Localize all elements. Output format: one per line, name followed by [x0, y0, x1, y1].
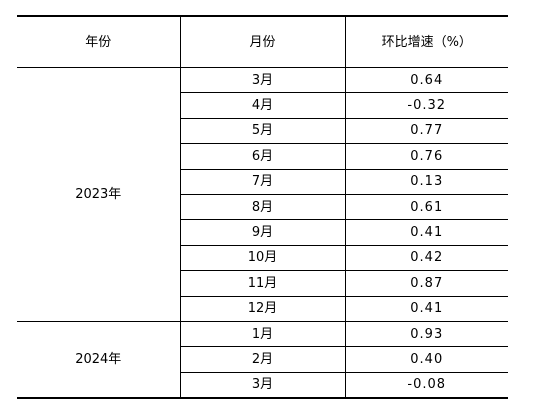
table-row: 10月 0.42 — [17, 244, 508, 271]
table-row: 4月 -0.32 — [17, 92, 508, 119]
table-row: 8月 0.61 — [17, 193, 508, 220]
value-cell: 0.42 — [344, 244, 508, 271]
month-cell: 9月 — [179, 219, 345, 246]
value-cell: 0.77 — [344, 117, 508, 144]
value-cell: 0.76 — [344, 143, 508, 170]
table-row: 2023年 3月 0.64 — [17, 66, 508, 322]
table-row: 3月 -0.08 — [17, 371, 508, 400]
value-cell: 0.93 — [344, 320, 508, 347]
month-cell: 10月 — [179, 244, 345, 271]
value-cell: 0.61 — [344, 193, 508, 220]
table-row: 11月 0.87 — [17, 270, 508, 297]
header-year: 年份 — [17, 15, 180, 68]
month-cell: 5月 — [179, 117, 345, 144]
year-cell-2023: 2023年 — [17, 67, 180, 322]
table-body: 2023年 3月 0.64 4月 -0.32 5月 0.77 6月 0.76 7… — [17, 66, 508, 400]
month-cell: 4月 — [179, 92, 345, 119]
month-cell: 12月 — [179, 295, 345, 322]
table-row: 2024年 1月 0.93 — [17, 320, 508, 400]
year-cell-2024: 2024年 — [17, 320, 180, 400]
value-cell: 0.64 — [344, 66, 508, 93]
table-container: 年份 月份 环比增速（%） 2023年 3月 0.64 4月 -0.32 5月 … — [17, 15, 508, 400]
value-cell: -0.08 — [344, 371, 508, 400]
month-cell: 3月 — [179, 66, 345, 93]
monthly-change-table: 年份 月份 环比增速（%） 2023年 3月 0.64 4月 -0.32 5月 … — [17, 15, 508, 400]
table-row: 6月 0.76 — [17, 143, 508, 170]
table-row: 5月 0.77 — [17, 117, 508, 144]
value-cell: 0.41 — [344, 219, 508, 246]
value-cell: 0.41 — [344, 295, 508, 322]
month-cell: 1月 — [179, 320, 345, 347]
month-cell: 8月 — [179, 193, 345, 220]
table-row: 9月 0.41 — [17, 219, 508, 246]
month-cell: 7月 — [179, 168, 345, 195]
value-cell: 0.40 — [344, 346, 508, 373]
value-cell: 0.87 — [344, 270, 508, 297]
month-cell: 3月 — [179, 371, 345, 400]
month-cell: 6月 — [179, 143, 345, 170]
header-change: 环比增速（%） — [344, 15, 508, 68]
month-cell: 11月 — [179, 270, 345, 297]
header-month: 月份 — [179, 15, 345, 68]
header-row: 年份 月份 环比增速（%） — [17, 15, 508, 68]
table-row: 7月 0.13 — [17, 168, 508, 195]
month-cell: 2月 — [179, 346, 345, 373]
value-cell: 0.13 — [344, 168, 508, 195]
table-row: 12月 0.41 — [17, 295, 508, 322]
value-cell: -0.32 — [344, 92, 508, 119]
table-row: 2月 0.40 — [17, 346, 508, 373]
